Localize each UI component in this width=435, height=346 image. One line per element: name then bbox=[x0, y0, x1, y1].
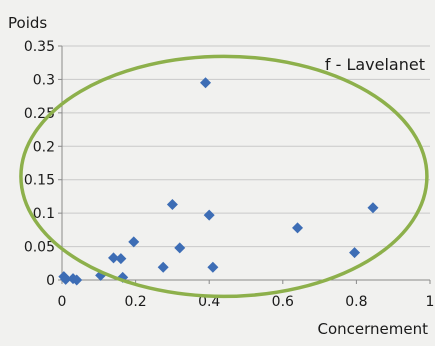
data-point bbox=[367, 202, 379, 214]
y-tick-label: 0.15 bbox=[24, 173, 55, 189]
x-tick-label: 0.6 bbox=[272, 294, 294, 310]
data-point bbox=[108, 252, 120, 264]
y-tick-label: 0.2 bbox=[33, 139, 55, 155]
data-point bbox=[71, 274, 83, 286]
y-tick-label: 0.05 bbox=[24, 240, 55, 256]
axes bbox=[58, 45, 431, 284]
data-point bbox=[115, 253, 127, 265]
grid-lines bbox=[62, 45, 430, 248]
highlight-ellipse bbox=[19, 54, 429, 299]
data-point bbox=[203, 209, 215, 221]
data-point bbox=[349, 247, 361, 259]
data-point bbox=[200, 77, 212, 89]
x-tick-label: 0 bbox=[58, 294, 67, 310]
data-point bbox=[128, 236, 140, 248]
x-axis-title: Concernement bbox=[317, 320, 428, 338]
y-tick-label: 0 bbox=[46, 273, 55, 289]
x-tick-label: 0.8 bbox=[345, 294, 367, 310]
data-point bbox=[60, 273, 72, 285]
y-tick-label: 0.3 bbox=[33, 72, 55, 88]
x-tick-label: 1 bbox=[426, 294, 435, 310]
y-tick-label: 0.35 bbox=[24, 39, 55, 55]
y-tick-label: 0.1 bbox=[33, 206, 55, 222]
data-points bbox=[58, 77, 379, 286]
x-tick-label: 0.2 bbox=[124, 294, 146, 310]
panel-label: f - Lavelanet bbox=[325, 55, 425, 74]
data-point bbox=[157, 261, 169, 273]
data-point bbox=[174, 242, 186, 254]
y-axis-title: Poids bbox=[8, 14, 47, 32]
highlight-ellipse-group bbox=[19, 54, 429, 299]
data-point bbox=[166, 198, 178, 210]
data-point bbox=[292, 222, 304, 234]
data-point bbox=[207, 261, 219, 273]
